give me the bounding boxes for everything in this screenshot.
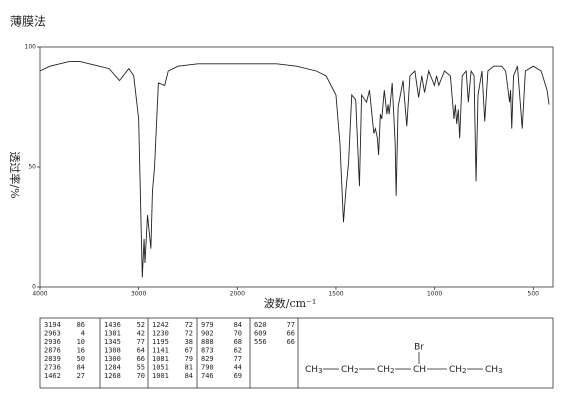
table-frame bbox=[39, 317, 554, 389]
wavenumber-cell: 1230 bbox=[152, 330, 169, 338]
transmittance-cell: 86 bbox=[77, 321, 85, 329]
transmittance-cell: 77 bbox=[234, 355, 242, 363]
x-tick-label: 1500 bbox=[328, 291, 343, 298]
structure-group: CH2 bbox=[377, 365, 395, 376]
transmittance-cell: 16 bbox=[77, 347, 85, 355]
wavenumber-cell: 609 bbox=[254, 330, 267, 338]
wavenumber-cell: 1242 bbox=[152, 321, 169, 329]
transmittance-cell: 55 bbox=[137, 364, 145, 372]
y-tick-label: 100 bbox=[25, 44, 37, 51]
wavenumber-cell: 2839 bbox=[44, 355, 61, 363]
wavenumber-cell: 1081 bbox=[152, 355, 169, 363]
subscript: 3 bbox=[498, 367, 502, 375]
transmittance-cell: 42 bbox=[137, 330, 145, 338]
subscript: 3 bbox=[318, 367, 322, 375]
substituent: Br bbox=[414, 343, 424, 353]
atom: CH bbox=[341, 365, 354, 375]
spectrum-line bbox=[39, 60, 550, 278]
wavenumber-cell: 1436 bbox=[104, 321, 121, 329]
transmittance-cell: 66 bbox=[287, 330, 295, 338]
transmittance-cell: 66 bbox=[137, 355, 145, 363]
transmittance-cell: 72 bbox=[185, 330, 193, 338]
x-axis-label: 波数/cm⁻¹ bbox=[264, 297, 317, 310]
wavenumber-cell: 1300 bbox=[104, 355, 121, 363]
subscript: 2 bbox=[354, 367, 358, 375]
transmittance-cell: 84 bbox=[77, 364, 85, 372]
atom: CH bbox=[449, 365, 462, 375]
atom: CH bbox=[485, 365, 498, 375]
transmittance-cell: 27 bbox=[77, 372, 85, 380]
subscript: 2 bbox=[462, 367, 466, 375]
wavenumber-cell: 829 bbox=[201, 355, 214, 363]
atom: CH bbox=[377, 365, 390, 375]
wavenumber-cell: 979 bbox=[201, 321, 214, 329]
transmittance-cell: 84 bbox=[185, 372, 193, 380]
wavenumber-cell: 2963 bbox=[44, 330, 61, 338]
transmittance-cell: 77 bbox=[137, 338, 145, 346]
atom: CH bbox=[305, 365, 318, 375]
wavenumber-cell: 1195 bbox=[152, 338, 169, 346]
transmittance-cell: 62 bbox=[234, 347, 242, 355]
transmittance-cell: 84 bbox=[234, 321, 242, 329]
wavenumber-cell: 3194 bbox=[44, 321, 61, 329]
y-tick-label: 0 bbox=[32, 284, 36, 291]
transmittance-cell: 44 bbox=[234, 364, 242, 372]
wavenumber-cell: 1001 bbox=[152, 372, 169, 380]
transmittance-cell: 10 bbox=[77, 338, 85, 346]
transmittance-cell: 64 bbox=[137, 347, 145, 355]
transmittance-cell: 69 bbox=[234, 372, 242, 380]
transmittance-cell: 50 bbox=[77, 355, 85, 363]
structure-group: CH2 bbox=[449, 365, 467, 376]
y-axis-label: 透过率/% bbox=[8, 151, 22, 198]
structure-group: CH2 bbox=[341, 365, 359, 376]
wavenumber-cell: 2936 bbox=[44, 338, 61, 346]
wavenumber-cell: 1308 bbox=[104, 347, 121, 355]
wavenumber-cell: 902 bbox=[201, 330, 214, 338]
wavenumber-cell: 746 bbox=[201, 372, 214, 380]
x-tick-label: 1000 bbox=[427, 291, 442, 298]
x-tick-label: 2000 bbox=[230, 291, 245, 298]
transmittance-cell: 72 bbox=[185, 321, 193, 329]
wavenumber-cell: 620 bbox=[254, 321, 267, 329]
transmittance-cell: 52 bbox=[137, 321, 145, 329]
transmittance-cell: 68 bbox=[234, 338, 242, 346]
structure-group: CH bbox=[413, 365, 426, 375]
peak-table: 3194 86 2963 4 2936 10 2876 16 2839 50 2736 84 1462 2… bbox=[44, 318, 299, 388]
x-tick-label: 4000 bbox=[32, 291, 47, 298]
wavenumber-cell: 1462 bbox=[44, 372, 61, 380]
wavenumber-cell: 2736 bbox=[44, 364, 61, 372]
subscript: 2 bbox=[390, 367, 394, 375]
transmittance-cell: 4 bbox=[81, 330, 85, 338]
wavenumber-cell: 1268 bbox=[104, 372, 121, 380]
wavenumber-cell: 2876 bbox=[44, 347, 61, 355]
x-tick-label: 500 bbox=[528, 291, 540, 298]
wavenumber-cell: 888 bbox=[201, 338, 214, 346]
wavenumber-cell: 790 bbox=[201, 364, 214, 372]
x-tick-label: 3000 bbox=[131, 291, 146, 298]
transmittance-cell: 81 bbox=[185, 364, 193, 372]
transmittance-cell: 67 bbox=[185, 347, 193, 355]
wavenumber-cell: 1345 bbox=[104, 338, 121, 346]
page-title: 薄膜法 bbox=[10, 14, 46, 29]
transmittance-cell: 70 bbox=[234, 330, 242, 338]
transmittance-cell: 70 bbox=[137, 372, 145, 380]
wavenumber-cell: 1381 bbox=[104, 330, 121, 338]
wavenumber-cell: 1051 bbox=[152, 364, 169, 372]
wavenumber-cell: 556 bbox=[254, 338, 267, 346]
transmittance-cell: 38 bbox=[185, 338, 193, 346]
atom: CH bbox=[413, 365, 426, 375]
transmittance-cell: 66 bbox=[287, 338, 295, 346]
transmittance-cell: 79 bbox=[185, 355, 193, 363]
wavenumber-cell: 873 bbox=[201, 347, 214, 355]
structure-group: CH3 bbox=[485, 365, 503, 376]
wavenumber-cell: 1284 bbox=[104, 364, 121, 372]
wavenumber-cell: 1141 bbox=[152, 347, 169, 355]
structure-group: CH3 bbox=[305, 365, 323, 376]
transmittance-cell: 77 bbox=[287, 321, 295, 329]
y-tick-label: 50 bbox=[28, 164, 36, 171]
